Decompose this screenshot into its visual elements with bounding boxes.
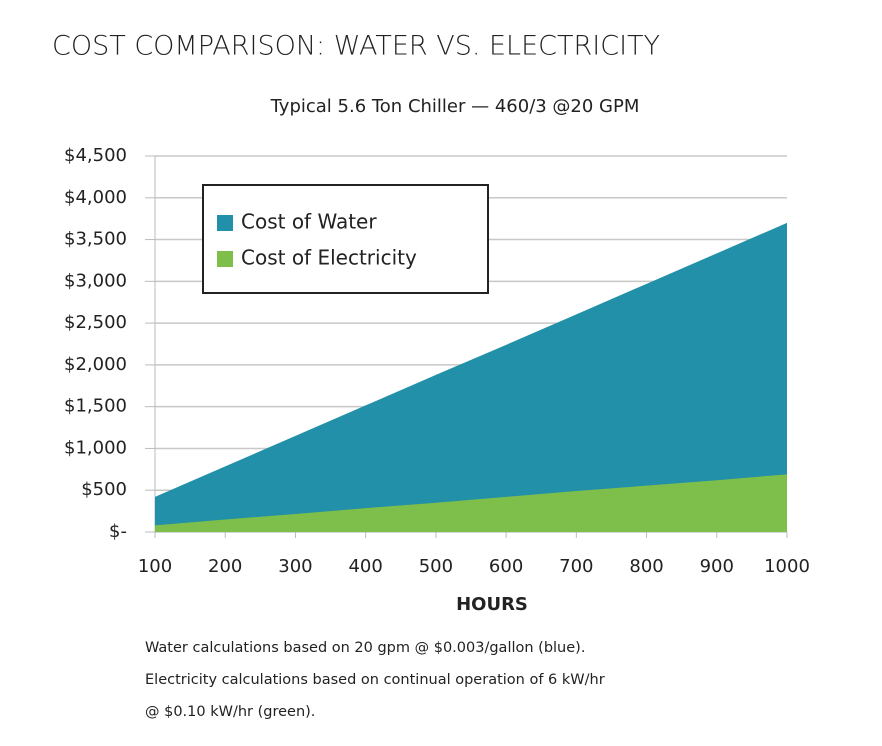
chart-subtitle: Typical 5.6 Ton Chiller — 460/3 @20 GPM <box>270 96 640 117</box>
y-tick-label: $4,000 <box>64 187 127 208</box>
x-tick-label: 800 <box>629 556 663 577</box>
y-tick-label: $3,500 <box>64 229 127 250</box>
x-tick-label: 1000 <box>764 556 810 577</box>
note: @ $0.10 kW/hr (green). <box>145 704 315 720</box>
y-tick-label: $500 <box>81 479 127 500</box>
x-tick-label: 100 <box>138 556 172 577</box>
legend-swatch <box>217 215 233 231</box>
y-tick-label: $4,500 <box>64 145 127 166</box>
x-tick-label: 400 <box>348 556 382 577</box>
legend-label: Cost of Water <box>241 210 377 234</box>
y-tick-label: $2,500 <box>64 312 127 333</box>
legend-swatch <box>217 251 233 267</box>
y-tick-label: $2,000 <box>64 354 127 375</box>
area <box>155 222 787 532</box>
x-tick-label: 500 <box>419 556 453 577</box>
legend-label: Cost of Electricity <box>241 246 417 270</box>
chart-title: COST COMPARISON: WATER VS. ELECTRICITY <box>52 31 660 62</box>
note: Water calculations based on 20 gpm @ $0.… <box>145 640 585 656</box>
x-tick-label: 700 <box>559 556 593 577</box>
areas <box>155 222 787 532</box>
x-tick-label: 200 <box>208 556 242 577</box>
x-tick-label: 300 <box>278 556 312 577</box>
y-tick-label: $- <box>109 521 127 542</box>
x-tick-label: 900 <box>700 556 734 577</box>
area <box>155 474 787 532</box>
note: Electricity calculations based on contin… <box>145 672 605 688</box>
y-tick-label: $1,500 <box>64 396 127 417</box>
y-tick-label: $3,000 <box>64 270 127 291</box>
x-tick-label: 600 <box>489 556 523 577</box>
legend-box <box>202 184 489 294</box>
x-axis-label: HOURS <box>456 594 528 615</box>
y-tick-label: $1,000 <box>64 437 127 458</box>
